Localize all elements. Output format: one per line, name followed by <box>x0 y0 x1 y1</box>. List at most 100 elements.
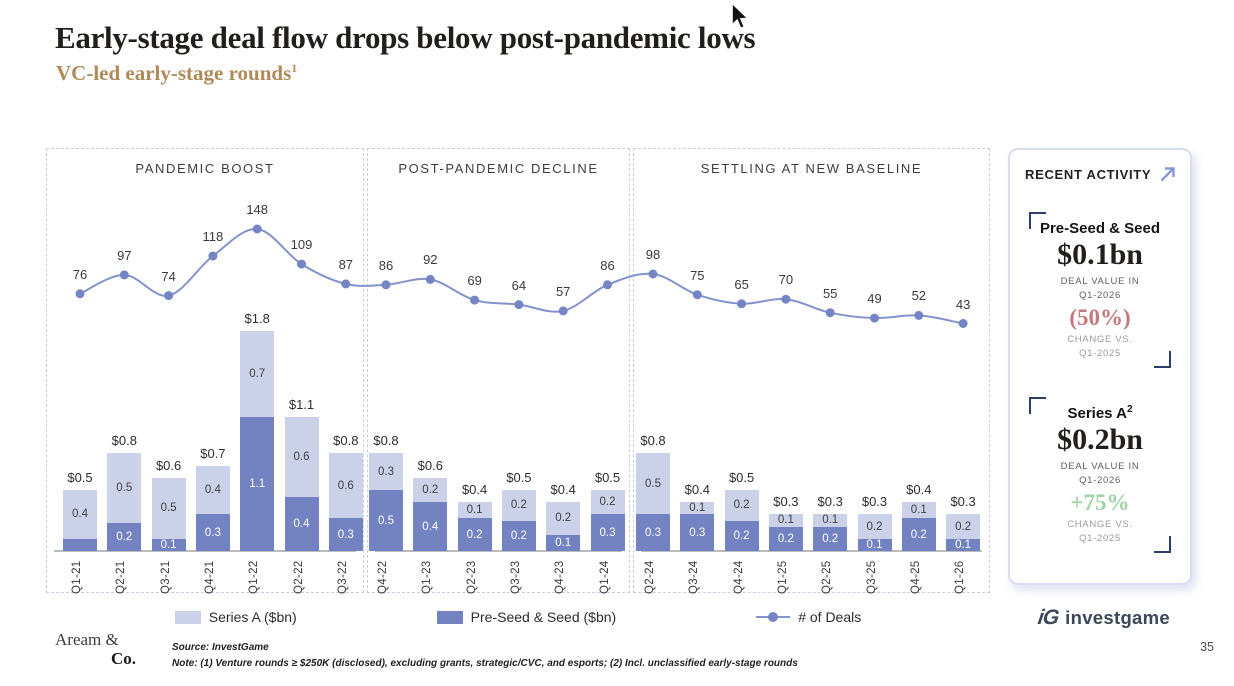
bar-segment-preseed-seed: 0.4 <box>413 502 448 551</box>
page-subtitle: VC-led early-stage rounds1 <box>56 61 297 86</box>
legend-label: Pre-Seed & Seed ($bn) <box>470 609 617 625</box>
deal-value-caption: DEAL VALUE IN Q1-2026 <box>1060 461 1140 487</box>
deals-value-label: 75 <box>690 267 705 283</box>
bar-total-label: $0.4 <box>684 482 710 498</box>
recent-activity-title: RECENT ACTIVITY <box>1025 167 1152 182</box>
bar-segment-preseed-seed: 1.1 <box>240 416 275 551</box>
series-a-swatch-icon <box>174 610 201 624</box>
deals-value-label: 97 <box>117 247 132 263</box>
bar-segment-preseed-seed: 0.2 <box>768 526 803 551</box>
bar-segment-series-a: 0.4 <box>195 465 230 515</box>
bar-segment-series-a: 0.6 <box>328 453 363 519</box>
bar-segment-series-a: 0.2 <box>590 490 625 515</box>
bar-total-label: $1.8 <box>244 311 270 327</box>
mouse-cursor-icon <box>731 2 750 30</box>
bar-segment-series-a: 0.1 <box>901 502 936 519</box>
bar-segment-series-a: 0.2 <box>857 514 892 539</box>
card-title: Pre-Seed & Seed <box>1039 220 1161 237</box>
change-value: (50%) <box>1069 304 1131 330</box>
bar-total-label: $0.5 <box>506 470 532 485</box>
section-title: POST-PANDEMIC DECLINE <box>398 161 599 176</box>
legend-item-preseed-seed: Pre-Seed & Seed ($bn) <box>436 609 617 625</box>
deals-line-swatch-icon <box>756 611 791 624</box>
bar-segment-series-a: 0.7 <box>240 331 275 417</box>
bar-total-label: $0.3 <box>861 494 888 510</box>
bar-segment-series-a: 0.5 <box>636 453 670 515</box>
bar-segment-preseed-seed: 0.3 <box>195 514 230 551</box>
deals-value-label: 65 <box>734 276 749 292</box>
bar-segment-series-a: 0.1 <box>813 514 848 527</box>
bar-segment-preseed-seed: 0.3 <box>636 514 670 551</box>
bar-segment-series-a: 0.2 <box>501 490 536 521</box>
bar-total-label: $0.7 <box>200 445 226 461</box>
bar-segment-series-a: 0.2 <box>724 490 759 521</box>
bar-segment-preseed-seed <box>63 538 97 551</box>
bar-total-label: $0.3 <box>817 494 843 510</box>
deals-value-label: 87 <box>338 256 354 272</box>
x-axis-label: Q1-23 <box>421 560 434 594</box>
recent-activity-header: RECENT ACTIVITY <box>1010 150 1190 184</box>
bar-total-label: $0.4 <box>461 482 488 498</box>
x-axis-label: Q1-24 <box>598 560 611 594</box>
x-axis-label: Q2-23 <box>465 560 478 594</box>
x-axis-label: Q1-21 <box>71 560 83 594</box>
section-box <box>46 148 364 593</box>
bar-total-label: $0.8 <box>373 433 399 449</box>
x-axis-line <box>641 550 982 552</box>
bar-total-label: $0.8 <box>111 433 137 449</box>
bar-segment-preseed-seed: 0.1 <box>546 534 581 551</box>
bar-segment-preseed-seed: 0.2 <box>813 526 848 551</box>
corner-bracket-icon <box>1029 212 1046 229</box>
bar-segment-series-a: 0.3 <box>369 453 403 490</box>
source-notes: Source: InvestGame Note: (1) Venture rou… <box>172 640 798 672</box>
x-axis-label: Q1-26 <box>954 560 967 594</box>
deals-value-label: 98 <box>645 247 661 262</box>
x-axis-label: Q4-23 <box>554 560 567 594</box>
page-title: Early-stage deal flow drops below post-p… <box>55 20 756 55</box>
x-axis-label: Q3-23 <box>509 560 522 594</box>
bar-segment-series-a: 0.2 <box>413 477 448 503</box>
bar-segment-series-a: 0.4 <box>63 490 97 539</box>
card-title: Series A2 <box>1067 404 1133 422</box>
bar-segment-preseed-seed: 0.1 <box>946 538 981 551</box>
bar-segment-series-a: 0.6 <box>284 416 319 498</box>
deals-value-label: 64 <box>511 277 527 293</box>
source-line: Source: InvestGame <box>172 642 269 653</box>
subtitle-text: VC-led early-stage rounds <box>56 61 292 85</box>
deals-value-label: 57 <box>555 283 571 299</box>
deal-value: $0.1bn <box>1057 238 1143 271</box>
bar-segment-preseed-seed: 0.2 <box>501 520 536 551</box>
x-axis-label: Q3-25 <box>865 560 878 594</box>
bar-segment-preseed-seed: 0.3 <box>590 514 625 551</box>
bar-total-label: $0.4 <box>906 482 932 498</box>
deals-value-label: 109 <box>290 237 313 253</box>
legend-label: Series A ($bn) <box>208 609 297 625</box>
bar-segment-preseed-seed: 0.2 <box>457 518 492 551</box>
page-number: 35 <box>1200 640 1214 654</box>
x-axis-label: Q3-21 <box>159 560 172 594</box>
legend-item-series-a: Series A ($bn) <box>174 609 297 625</box>
legend-label: # of Deals <box>798 609 862 625</box>
preseed-seed-swatch-icon <box>436 610 463 624</box>
aream-co-logo: Aream & Co. <box>55 630 137 668</box>
activity-card-preseed-seed: Pre-Seed & Seed $0.1bn DEAL VALUE IN Q1-2… <box>1025 212 1175 372</box>
deals-value-label: 49 <box>867 291 882 307</box>
section-title: PANDEMIC BOOST <box>135 161 275 176</box>
change-value: +75% <box>1070 489 1130 515</box>
bar-segment-series-a: 0.2 <box>946 514 981 539</box>
deals-value-label: 43 <box>955 296 971 312</box>
x-axis-label: Q4-25 <box>909 560 922 594</box>
bar-total-label: $0.6 <box>417 457 443 473</box>
bar-total-label: $0.3 <box>773 494 799 510</box>
bar-total-label: $0.8 <box>333 433 359 449</box>
bar-segment-preseed-seed: 0.2 <box>724 520 759 551</box>
bar-total-label: $0.4 <box>550 482 576 498</box>
deals-value-label: 86 <box>378 257 394 273</box>
bar-segment-series-a: 0.5 <box>107 453 142 524</box>
deals-value-label: 76 <box>72 266 88 282</box>
deals-value-label: 69 <box>467 273 482 289</box>
deals-value-label: 55 <box>822 285 838 301</box>
x-axis-label: Q2-21 <box>115 560 128 594</box>
x-axis-line <box>375 550 622 552</box>
